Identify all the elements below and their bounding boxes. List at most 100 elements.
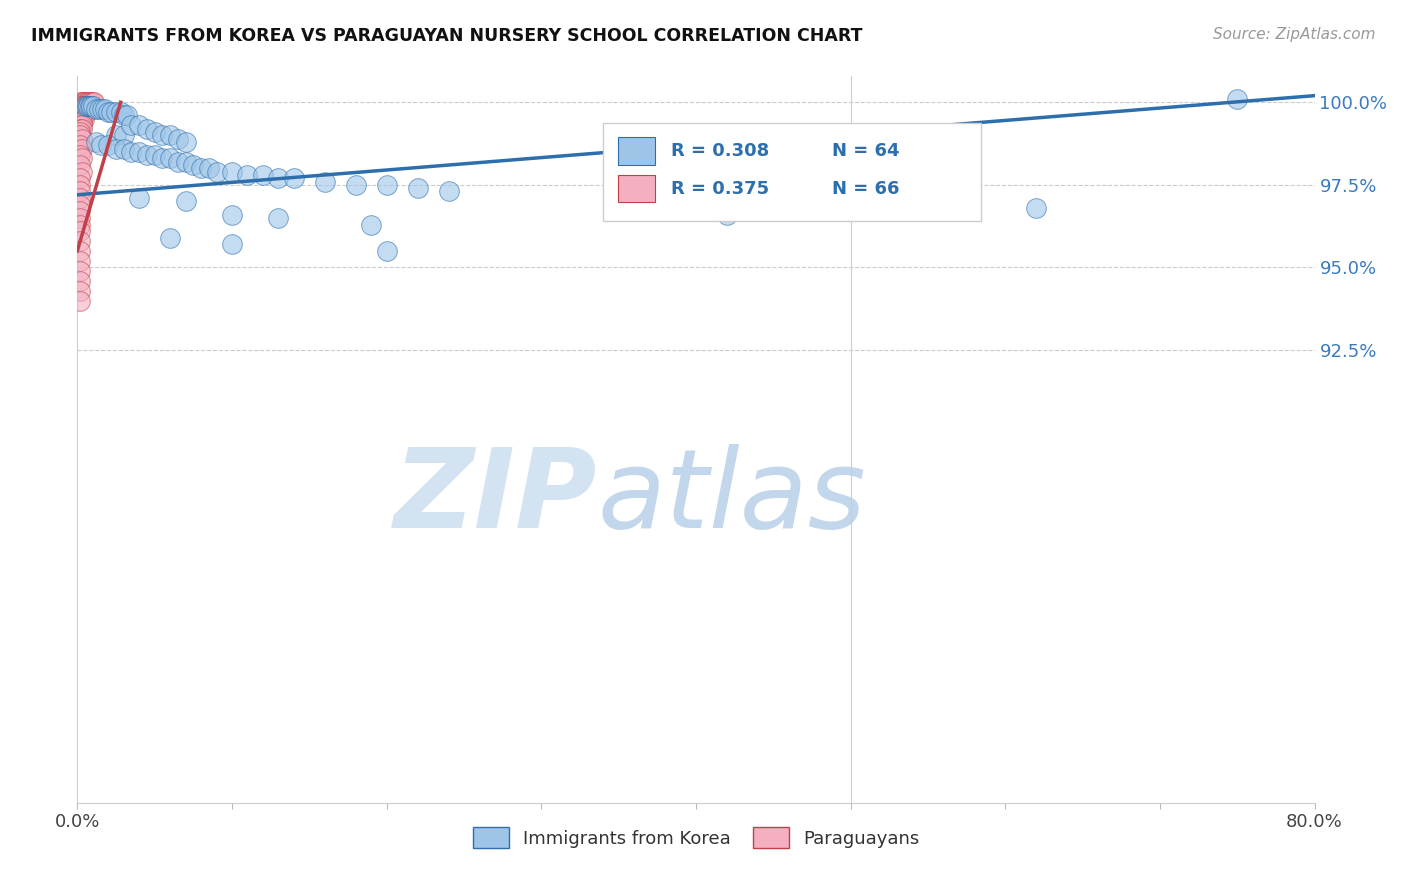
Point <box>70 119 93 133</box>
Point <box>79 98 101 112</box>
Point <box>110 105 132 120</box>
Point <box>267 171 290 186</box>
Point <box>72 105 94 120</box>
Point <box>69 112 91 126</box>
Point <box>69 115 91 129</box>
Point <box>314 175 336 189</box>
Bar <box>619 136 655 164</box>
Text: ZIP: ZIP <box>394 444 598 551</box>
Point <box>76 105 98 120</box>
Text: N = 66: N = 66 <box>832 179 900 197</box>
Point <box>70 142 93 156</box>
Point <box>183 158 205 172</box>
Point <box>69 125 91 139</box>
Point <box>79 98 101 112</box>
Text: R = 0.308: R = 0.308 <box>671 142 769 160</box>
Point <box>82 98 104 112</box>
Point <box>221 164 243 178</box>
Point <box>174 135 197 149</box>
Point <box>75 98 96 112</box>
Text: IMMIGRANTS FROM KOREA VS PARAGUAYAN NURSERY SCHOOL CORRELATION CHART: IMMIGRANTS FROM KOREA VS PARAGUAYAN NURS… <box>31 27 862 45</box>
Point <box>76 98 98 112</box>
Point <box>72 98 94 112</box>
Point <box>97 138 120 153</box>
Point <box>76 95 98 110</box>
Point <box>69 234 91 248</box>
Point <box>174 194 197 209</box>
Point <box>72 108 94 122</box>
Point <box>77 102 100 116</box>
Point <box>80 98 103 112</box>
Point <box>70 105 93 120</box>
Point <box>70 102 93 116</box>
Point <box>69 98 91 112</box>
Point <box>69 108 91 122</box>
Point <box>75 98 96 112</box>
Point <box>252 168 274 182</box>
Point <box>69 119 91 133</box>
Point <box>77 98 100 112</box>
Point <box>198 161 221 176</box>
Point <box>83 95 105 110</box>
Point <box>69 148 91 162</box>
Point <box>69 293 91 308</box>
Point <box>112 142 135 156</box>
Point <box>105 142 127 156</box>
Point <box>69 284 91 298</box>
Point <box>360 218 382 232</box>
Point <box>72 112 94 126</box>
Point <box>159 128 181 143</box>
Point <box>375 178 398 192</box>
Point <box>70 152 93 166</box>
Point <box>1025 201 1047 215</box>
Text: N = 64: N = 64 <box>832 142 900 160</box>
Point <box>79 95 101 110</box>
Point <box>152 128 174 143</box>
Point <box>205 164 228 178</box>
Point <box>84 102 107 116</box>
Point <box>69 204 91 219</box>
Text: R = 0.375: R = 0.375 <box>671 179 769 197</box>
Point <box>70 164 93 178</box>
Point <box>69 171 91 186</box>
Point <box>69 191 91 205</box>
Point <box>159 152 181 166</box>
Point <box>221 237 243 252</box>
Point <box>75 102 96 116</box>
Point <box>344 178 367 192</box>
Point <box>143 148 166 162</box>
Point <box>69 128 91 143</box>
Point <box>267 211 290 225</box>
Point <box>128 119 150 133</box>
Point <box>72 95 94 110</box>
Point <box>159 231 181 245</box>
Point <box>167 154 190 169</box>
Point <box>174 154 197 169</box>
Point <box>76 102 98 116</box>
Point <box>136 121 159 136</box>
Point <box>69 264 91 278</box>
Point <box>716 208 738 222</box>
Point <box>90 138 111 153</box>
Point <box>69 121 91 136</box>
Point <box>69 95 91 110</box>
Point <box>82 95 104 110</box>
Point <box>69 224 91 238</box>
Point <box>128 191 150 205</box>
Point <box>76 98 98 112</box>
Point <box>70 108 93 122</box>
Point <box>97 105 120 120</box>
Point <box>80 95 103 110</box>
Point <box>69 218 91 232</box>
Point <box>70 115 93 129</box>
Point <box>70 121 93 136</box>
Point <box>94 102 117 116</box>
FancyBboxPatch shape <box>603 123 980 221</box>
Point <box>70 98 93 112</box>
Point <box>152 152 174 166</box>
Point <box>105 128 127 143</box>
Point <box>77 95 100 110</box>
Point <box>236 168 259 182</box>
Point <box>69 105 91 120</box>
Point <box>112 128 135 143</box>
